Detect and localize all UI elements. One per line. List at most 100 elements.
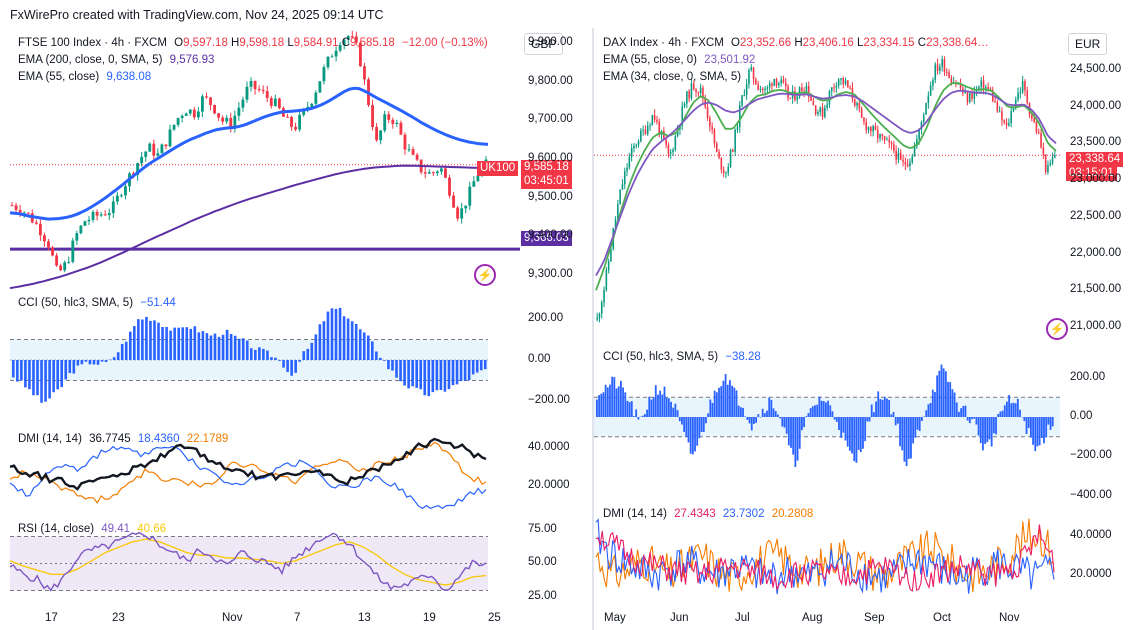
- cci-bar: [1019, 409, 1021, 417]
- dax-dmi-legend[interactable]: DMI (14, 14) 27.4343 23.7302 20.2808: [603, 508, 813, 520]
- cci-bar: [366, 335, 370, 360]
- cci-bar: [278, 360, 281, 361]
- candle-body: [801, 87, 803, 92]
- dax-dmi-chart[interactable]: [594, 502, 1060, 604]
- candle-body: [697, 91, 700, 94]
- ftse-diminus-value: 22.1789: [186, 433, 229, 445]
- candle-body: [1003, 120, 1006, 123]
- candle-body: [217, 113, 221, 118]
- candle-body: [667, 145, 670, 154]
- candle-body: [863, 117, 865, 122]
- dax-ema34-legend[interactable]: EMA (34, close, 0, SMA, 5): [603, 71, 741, 83]
- candle-body: [115, 195, 119, 202]
- candle-body: [302, 108, 306, 115]
- panel-divider: [592, 28, 594, 630]
- candle-body: [403, 134, 407, 150]
- candle-body: [14, 205, 18, 210]
- cci-bar: [846, 417, 849, 447]
- ftse-close: 9,585.18: [350, 37, 395, 49]
- candle-body: [890, 142, 893, 145]
- cci-bar: [124, 341, 128, 360]
- cci-bar: [604, 384, 607, 417]
- candle-body: [63, 262, 67, 271]
- candle-body: [614, 219, 617, 229]
- candle-body: [909, 162, 911, 167]
- candle-body: [775, 78, 778, 86]
- ftse-cci-chart[interactable]: [0, 294, 520, 424]
- dax-cci-chart[interactable]: [594, 344, 1060, 494]
- cci-bar: [84, 360, 88, 362]
- cci-bar: [615, 388, 618, 417]
- ftse-dmi-label: DMI (14, 14): [18, 433, 82, 445]
- cci-bar: [696, 417, 699, 446]
- dax-ema55-legend[interactable]: EMA (55, close, 0) 23,501.92: [603, 54, 755, 66]
- ftse-ema55-value: 9,638.08: [106, 71, 152, 83]
- candle-body: [51, 247, 54, 256]
- candle-body: [830, 87, 833, 92]
- candle-body: [948, 72, 950, 79]
- candle-body: [736, 127, 739, 130]
- dax-price-chart[interactable]: [594, 28, 1060, 338]
- ftse-alert-icon[interactable]: ⚡: [474, 264, 496, 286]
- cci-bar: [709, 399, 712, 417]
- cci-bar: [602, 392, 605, 417]
- cci-bar: [1008, 395, 1010, 417]
- candle-body: [771, 83, 773, 86]
- candle-body: [994, 101, 996, 103]
- cci-bar: [1001, 410, 1004, 417]
- cci-bar: [877, 391, 880, 417]
- candle-body: [982, 80, 985, 90]
- candle-body: [826, 104, 828, 108]
- candle-body: [899, 152, 902, 160]
- cci-bar: [729, 380, 731, 417]
- candle-body: [225, 117, 229, 122]
- cci-bar: [423, 360, 427, 396]
- candle-body: [819, 107, 822, 113]
- cci-bar: [483, 360, 487, 370]
- candle-body: [656, 119, 658, 122]
- candle-body: [136, 163, 140, 175]
- axis-tick-label: 200.00: [1070, 370, 1106, 383]
- candle-body: [456, 207, 460, 219]
- candle-body: [886, 139, 888, 141]
- ftse-dmi-legend[interactable]: DMI (14, 14) 36.7745 18.4360 22.1789: [18, 433, 228, 445]
- candle-body: [881, 134, 884, 137]
- ftse-dmi-chart[interactable]: [0, 428, 520, 514]
- candle-body: [720, 157, 723, 170]
- cci-bar: [1049, 417, 1052, 430]
- dax-alert-icon[interactable]: ⚡: [1046, 318, 1068, 340]
- cci-bar: [1030, 417, 1032, 438]
- candle-body: [782, 79, 785, 83]
- cci-bar: [689, 417, 692, 454]
- ftse-rsi-chart[interactable]: [0, 518, 520, 608]
- candle-body: [761, 88, 764, 91]
- ftse-ema200-label: EMA (200, close, 0, SMA, 5): [18, 54, 163, 66]
- ftse-currency-button[interactable]: GBP: [524, 33, 564, 55]
- candle-body: [168, 129, 172, 147]
- cci-bar: [986, 417, 989, 443]
- cci-bar: [822, 401, 825, 417]
- cci-bar: [851, 417, 853, 454]
- candle-body: [1014, 99, 1017, 109]
- dax-ema34-label: EMA (34, close, 0, SMA, 5): [603, 71, 742, 83]
- ftse-ema55-legend[interactable]: EMA (55, close) 9,638.08: [18, 71, 151, 83]
- dax-cci-legend[interactable]: CCI (50, hlc3, SMA, 5) −38.28: [603, 351, 761, 363]
- candle-body: [635, 144, 638, 146]
- candle-body: [371, 105, 374, 127]
- candle-body: [649, 125, 651, 127]
- cci-bar: [687, 417, 690, 443]
- ftse-price-chart[interactable]: [0, 28, 520, 290]
- cci-bar: [266, 350, 269, 360]
- cci-bar: [966, 417, 969, 421]
- candle-body: [757, 84, 759, 90]
- ftse-cci-legend[interactable]: CCI (50, hlc3, SMA, 5) −51.44: [18, 297, 176, 309]
- cci-bar: [104, 360, 108, 363]
- ftse-ema200-legend[interactable]: EMA (200, close, 0, SMA, 5) 9,576.93: [18, 54, 214, 66]
- candle-body: [941, 59, 943, 67]
- cci-bar: [763, 413, 766, 417]
- dax-currency-button[interactable]: EUR: [1068, 33, 1108, 55]
- ftse-rsi-legend[interactable]: RSI (14, close) 49.41 40.66: [18, 523, 166, 535]
- cci-bar: [116, 352, 120, 360]
- candle-body: [766, 87, 769, 89]
- candle-body: [318, 81, 322, 93]
